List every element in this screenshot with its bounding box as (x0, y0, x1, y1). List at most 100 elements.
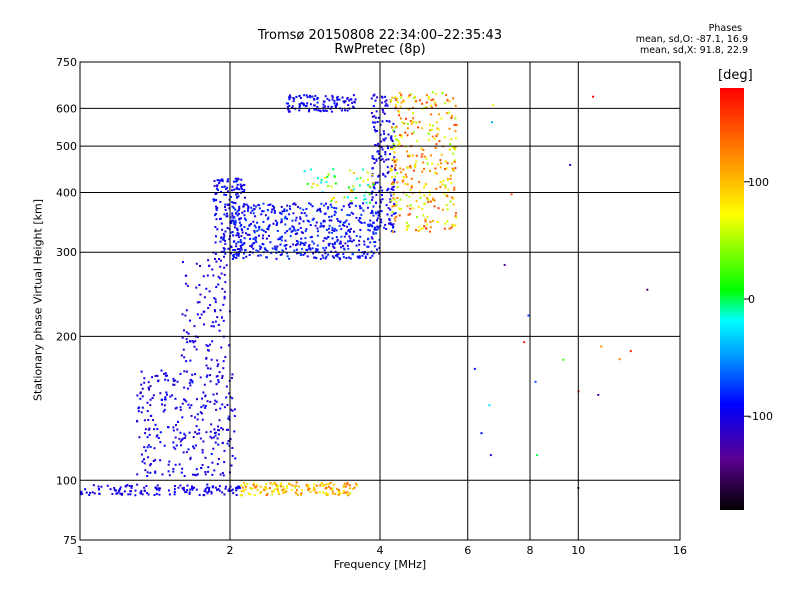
data-point (311, 205, 314, 208)
data-point (372, 105, 375, 108)
data-point (325, 483, 328, 486)
data-point (171, 394, 174, 397)
data-point (224, 356, 227, 359)
data-point (214, 241, 217, 244)
data-point (265, 237, 268, 240)
data-point (141, 387, 144, 390)
data-point (230, 464, 233, 467)
data-point (204, 490, 207, 493)
data-point (185, 274, 188, 277)
data-point (592, 95, 595, 98)
data-point (309, 224, 312, 227)
data-point (149, 464, 152, 467)
data-point (196, 335, 199, 338)
data-point (377, 116, 380, 119)
data-point (272, 490, 275, 493)
data-point (384, 104, 387, 107)
data-point (198, 284, 201, 287)
data-point (152, 459, 155, 462)
data-point (600, 345, 603, 348)
data-point (366, 253, 369, 256)
data-point (296, 205, 299, 208)
data-point (204, 487, 207, 490)
data-point (330, 199, 333, 202)
data-point (186, 387, 189, 390)
data-point (276, 229, 279, 232)
data-point (216, 437, 219, 440)
data-point (250, 206, 253, 209)
data-point (503, 263, 506, 266)
data-point (402, 99, 405, 102)
data-point (340, 227, 343, 230)
data-point (428, 193, 431, 196)
data-point (223, 493, 226, 496)
data-point (375, 144, 378, 147)
data-point (308, 202, 311, 205)
data-point (357, 219, 360, 222)
data-point (300, 489, 303, 492)
data-point (239, 239, 242, 242)
data-point (379, 201, 382, 204)
data-point (115, 489, 118, 492)
data-point (79, 491, 82, 494)
data-point (373, 162, 376, 165)
data-point (334, 254, 337, 257)
data-point (388, 153, 391, 156)
data-point (368, 229, 371, 232)
data-point (280, 205, 283, 208)
data-point (217, 379, 220, 382)
data-point (174, 407, 177, 410)
data-point (289, 96, 292, 99)
data-point (439, 185, 442, 188)
data-point (311, 218, 314, 221)
data-point (342, 489, 345, 492)
data-point (314, 491, 317, 494)
data-point (433, 137, 436, 140)
data-point (433, 101, 436, 104)
data-point (310, 168, 313, 171)
data-point (334, 211, 337, 214)
data-point (168, 493, 171, 496)
data-point (213, 469, 216, 472)
data-point (328, 231, 331, 234)
data-point (342, 492, 345, 495)
data-point (234, 180, 237, 183)
data-point (243, 188, 246, 191)
data-point (230, 489, 233, 492)
data-point (190, 485, 193, 488)
data-point (322, 491, 325, 494)
data-point (349, 257, 352, 260)
data-point (163, 372, 166, 375)
data-point (431, 124, 434, 127)
data-point (331, 492, 334, 495)
data-point (291, 219, 294, 222)
data-point (292, 484, 295, 487)
data-point (390, 99, 393, 102)
data-point (317, 177, 320, 180)
data-point (315, 491, 318, 494)
data-point (221, 180, 224, 183)
data-point (429, 226, 432, 229)
data-point (384, 175, 387, 178)
y-tick-label: 750 (56, 56, 77, 69)
data-point (213, 402, 216, 405)
x-tick-label: 4 (377, 544, 384, 557)
data-point (325, 228, 328, 231)
data-point (220, 427, 223, 430)
data-point (332, 245, 335, 248)
data-point (364, 198, 367, 201)
data-point (295, 95, 298, 98)
data-point (387, 158, 390, 161)
data-point (420, 127, 423, 130)
data-point (401, 121, 404, 124)
data-point (434, 146, 437, 149)
data-point (262, 220, 265, 223)
data-point (378, 247, 381, 250)
data-point (385, 99, 388, 102)
data-point (210, 492, 213, 495)
data-point (359, 217, 362, 220)
data-point (274, 219, 277, 222)
data-point (212, 325, 215, 328)
data-point (201, 418, 204, 421)
data-point (393, 146, 396, 149)
